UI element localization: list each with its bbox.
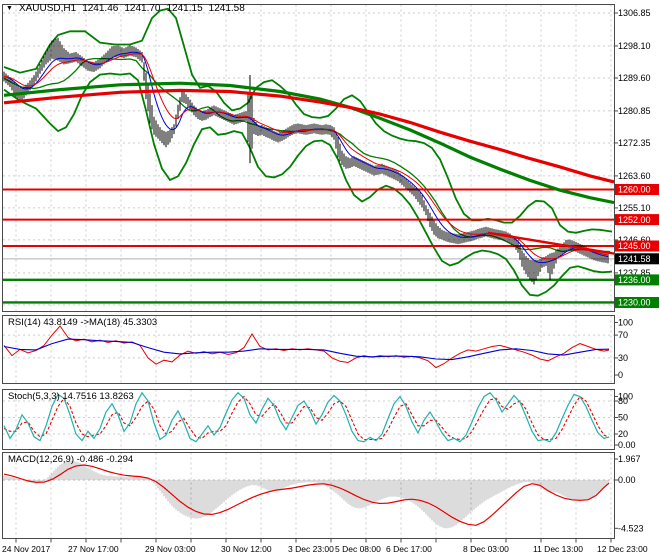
macd-axis-label: -4.523 — [618, 523, 644, 533]
time-axis-label: 27 Nov 17:00 — [68, 544, 119, 554]
resistance-price-badge: 1245.00 — [615, 240, 659, 252]
macd-histogram — [3, 460, 609, 529]
time-axis[interactable]: 24 Nov 2017 27 Nov 17:00 29 Nov 03:00 30 No… — [2, 538, 648, 555]
stoch-axis-label: 50 — [618, 413, 628, 423]
symbol-timeframe: XAUUSD,H1 — [18, 3, 77, 14]
stoch-d-line — [3, 395, 610, 441]
time-axis-label: 8 Dec 03:00 — [463, 544, 509, 554]
current-price-badge: 1241.58 — [615, 253, 659, 265]
stoch-panel[interactable] — [3, 389, 614, 450]
macd-indicator-label: MACD(12,26,9) -0.486 -0.294 — [8, 454, 134, 465]
price-axis-label: 1306.85 — [618, 8, 651, 18]
macd-panel-border — [2, 452, 615, 539]
rsi-axis-label: 70 — [618, 330, 628, 340]
rsi-panel[interactable] — [3, 315, 614, 384]
rsi-axis-label: 0 — [618, 370, 623, 380]
slow-ma-red — [3, 88, 614, 184]
svg-text:1236.00: 1236.00 — [618, 275, 651, 285]
time-axis-label: 11 Dec 13:00 — [533, 544, 583, 554]
support-price-badge: 1230.00 — [615, 297, 659, 308]
time-axis-label: 5 Dec 08:00 — [335, 544, 381, 554]
svg-text:1241.58: 1241.58 — [618, 254, 651, 264]
rsi-indicator-label: RSI(14) 43.8149 ->MA(18) 45.3303 — [8, 317, 158, 328]
price-axis-label: 1272.35 — [618, 138, 651, 148]
bollinger-upper-band — [3, 7, 613, 234]
downtrend-line — [487, 231, 614, 255]
price-axis-label: 1246.60 — [618, 235, 651, 245]
resistance-price-badge: 1252.00 — [615, 214, 659, 226]
stoch-indicator-label: Stoch(5,3,3) 14.7516 13.8263 — [8, 391, 134, 402]
symbol-dropdown-icon[interactable]: ▼ — [6, 4, 13, 12]
quote-low: 1241.15 — [166, 3, 203, 14]
price-axis[interactable]: 1306.85 1298.10 1289.60 1280.85 1272.35 1263.… — [614, 8, 651, 533]
stoch-axis-label: 100 — [618, 392, 633, 402]
main-panel-border — [2, 4, 615, 312]
resistance-price-badge: 1260.00 — [615, 184, 659, 195]
time-axis-label: 29 Nov 03:00 — [145, 544, 196, 554]
stoch-axis-label: 80 — [618, 396, 628, 406]
quote-high: 1241.70 — [124, 3, 161, 14]
rsi-panel-border — [2, 315, 615, 384]
chart-title: ▼ XAUUSD,H1 1241.46 1241.70 1241.15 1241… — [6, 3, 245, 14]
price-axis-label: 1280.85 — [618, 106, 651, 116]
rsi-axis-label: 100 — [618, 318, 633, 328]
stoch-panel-border — [2, 389, 615, 450]
time-axis-label: 30 Nov 12:00 — [221, 544, 272, 554]
quote-close: 1241.58 — [208, 3, 245, 14]
price-axis-label: 1298.10 — [618, 41, 651, 51]
stoch-k-line — [3, 391, 610, 443]
quote-open: 1241.46 — [82, 3, 119, 14]
support-price-badge: 1236.00 — [615, 274, 659, 286]
price-axis-label: 1263.60 — [618, 171, 651, 181]
time-axis-label: 6 Dec 17:00 — [386, 544, 432, 554]
rsi-line — [3, 325, 610, 369]
svg-text:1230.00: 1230.00 — [618, 298, 651, 308]
fast-ma-blue — [3, 51, 609, 264]
bollinger-lower-band — [3, 72, 613, 297]
slow-ma-green — [3, 81, 614, 205]
stoch-axis-label: 20 — [618, 429, 628, 439]
time-axis-label: 3 Dec 23:00 — [288, 544, 334, 554]
stoch-axis-label: 0.00 — [618, 440, 636, 450]
macd-panel[interactable] — [3, 452, 614, 539]
macd-axis-label: 1.967 — [618, 454, 641, 464]
rsi-ma-line — [3, 338, 610, 361]
time-axis-label: 24 Nov 2017 — [2, 544, 50, 554]
svg-text:1252.00: 1252.00 — [618, 215, 651, 225]
price-axis-label: 1255.10 — [618, 203, 651, 213]
svg-text:1260.00: 1260.00 — [618, 185, 651, 195]
macd-axis-label: 0.00 — [618, 475, 636, 485]
svg-text:1245.00: 1245.00 — [618, 241, 651, 251]
macd-signal-line — [3, 464, 610, 526]
price-axis-label: 1289.60 — [618, 73, 651, 83]
rsi-axis-label: 30 — [618, 353, 628, 363]
fast-ma-red — [3, 53, 609, 260]
price-axis-label: 1237.85 — [618, 268, 651, 278]
main-chart-panel[interactable] — [3, 4, 616, 312]
time-axis-label: 12 Dec 23:00 — [597, 544, 648, 554]
